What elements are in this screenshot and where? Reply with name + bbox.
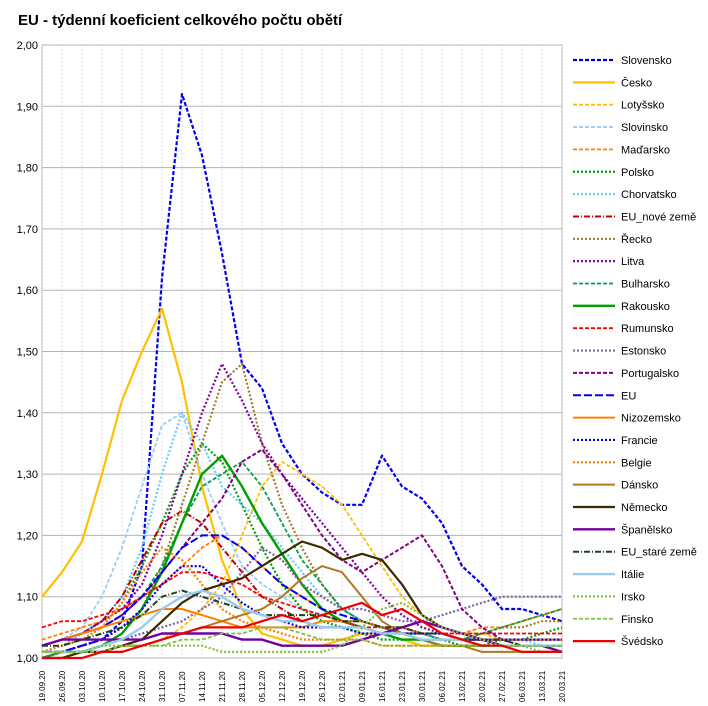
legend-label: Finsko (621, 614, 653, 626)
x-tick-label: 17.10.20 (118, 670, 127, 702)
x-tick-label: 19.09.20 (38, 670, 47, 702)
y-tick-label: 1,00 (17, 653, 38, 665)
legend-label: Rakousko (621, 301, 670, 313)
x-tick-label: 26.09.20 (58, 670, 67, 702)
series-line (42, 601, 562, 660)
y-tick-label: 1,90 (17, 101, 38, 113)
x-tick-label: 03.10.20 (78, 670, 87, 702)
x-tick-label: 31.10.20 (158, 670, 167, 702)
legend-label: Lotyšsko (621, 100, 664, 112)
x-tick-label: 21.11.20 (218, 671, 227, 702)
x-tick-label: 13.02.21 (458, 670, 467, 702)
y-tick-label: 1,60 (17, 285, 38, 297)
legend-label: Německo (621, 502, 667, 514)
x-tick-label: 06.02.21 (438, 670, 447, 702)
x-tick-label: 27.02.21 (498, 670, 507, 702)
legend-label: EU (621, 390, 636, 402)
series-line (42, 601, 562, 654)
chart-title: EU - týdenní koeficient celkového počtu … (18, 12, 343, 29)
x-tick-label: 02.01.21 (338, 670, 347, 702)
x-tick-label: 07.11.20 (178, 671, 187, 702)
legend-label: Belgie (621, 457, 652, 469)
legend-label: Řecko (621, 233, 652, 246)
x-tick-label: 24.10.20 (138, 670, 147, 702)
legend-label: Polsko (621, 167, 654, 179)
x-tick-label: 16.01.21 (378, 670, 387, 702)
y-tick-label: 1,80 (17, 163, 38, 175)
x-tick-label: 20.03.21 (558, 670, 567, 702)
series-line (41, 448, 562, 647)
legend-label: Litva (621, 256, 645, 268)
legend-label: Francie (621, 435, 658, 447)
x-tick-label: 14.11.20 (198, 671, 207, 702)
legend-label: Slovinsko (621, 122, 668, 134)
x-tick-label: 13.03.21 (538, 670, 547, 702)
x-tick-label: 30.01.21 (418, 670, 427, 702)
x-tick-label: 12.12.20 (278, 670, 287, 702)
legend-label: Chorvatsko (621, 189, 677, 201)
x-tick-label: 28.11.20 (238, 671, 247, 702)
y-tick-label: 2,00 (17, 40, 38, 52)
y-tick-label: 1,50 (17, 347, 38, 359)
legend-label: Španělsko (621, 523, 672, 536)
legend-label: EU_nové země (621, 211, 696, 223)
legend-label: Dánsko (621, 480, 658, 492)
legend-label: Slovensko (621, 55, 672, 67)
series-line (41, 620, 563, 654)
legend-label: Irsko (621, 591, 645, 603)
legend-label: Česko (621, 76, 652, 89)
y-tick-label: 1,40 (17, 408, 38, 420)
legend-label: Rumunsko (621, 323, 674, 335)
y-tick-label: 1,20 (17, 530, 38, 542)
y-tick-label: 1,30 (17, 469, 38, 481)
legend-label: Maďarsko (621, 144, 670, 156)
series-line (42, 589, 562, 647)
legend-label: Estonsko (621, 346, 666, 358)
x-tick-label: 06.03.21 (518, 670, 527, 702)
series-line (41, 546, 562, 660)
x-tick-label: 10.10.20 (98, 670, 107, 702)
x-tick-label: 19.12.20 (298, 670, 307, 702)
legend-label: Nizozemsko (621, 413, 681, 425)
series-line (42, 460, 562, 659)
legend-label: Itálie (621, 569, 644, 581)
y-tick-label: 1,10 (17, 592, 38, 604)
legend-label: Bulharsko (621, 279, 670, 291)
series-line (41, 571, 562, 635)
series-line (42, 626, 562, 653)
x-tick-label: 20.02.21 (478, 670, 487, 702)
legend-label: Švédsko (621, 635, 663, 648)
legend-label: Portugalsko (621, 368, 679, 380)
series-line (42, 92, 563, 654)
x-tick-label: 09.01.21 (358, 670, 367, 702)
x-tick-label: 23.01.21 (398, 670, 407, 702)
y-tick-label: 1,70 (17, 224, 38, 236)
x-tick-label: 26.12.20 (318, 670, 327, 702)
series-line (41, 509, 562, 647)
series-line (42, 362, 562, 654)
x-tick-label: 05.12.20 (258, 670, 267, 702)
legend-label: EU_staré země (621, 547, 697, 559)
